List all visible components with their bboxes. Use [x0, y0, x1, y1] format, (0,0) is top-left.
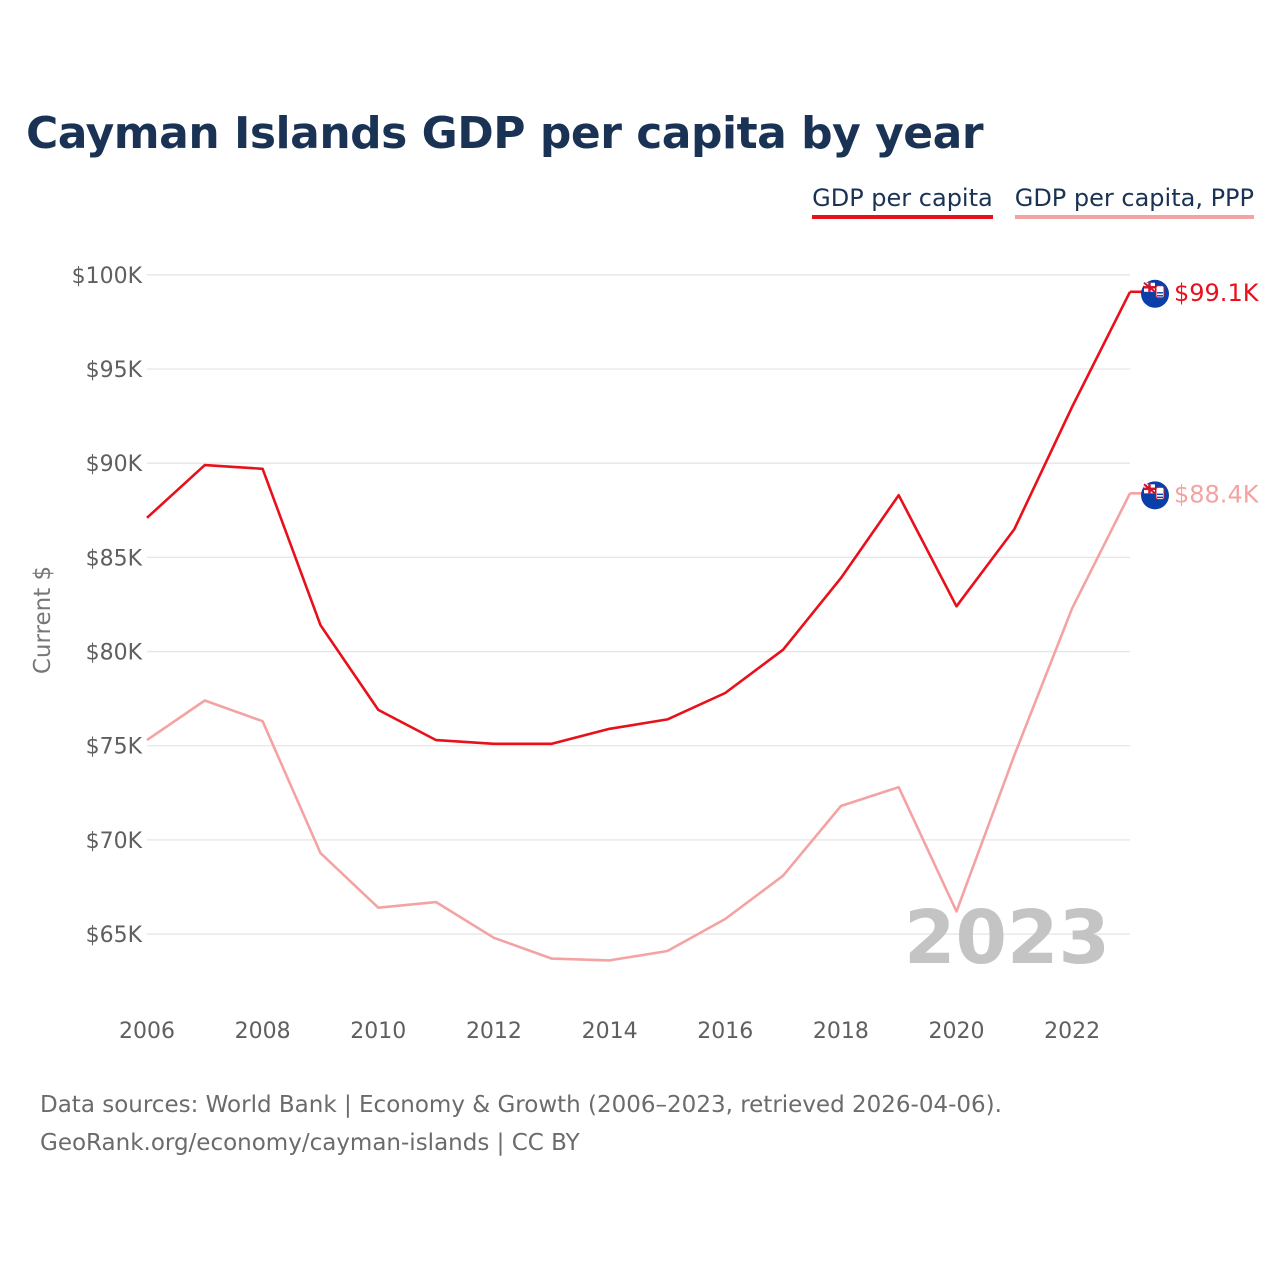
x-tick-label: 2012 [466, 1019, 522, 1044]
footer-source-link[interactable]: GeoRank.org/economy/cayman-islands | CC … [40, 1130, 580, 1156]
end-value-label: $88.4K [1174, 480, 1260, 508]
footer: Data sources: World Bank | Economy & Gro… [40, 1086, 1002, 1162]
x-tick-label: 2018 [813, 1019, 869, 1044]
x-tick-label: 2020 [929, 1019, 985, 1044]
y-tick-label: $90K [86, 452, 143, 477]
cayman-flag-icon [1141, 279, 1169, 308]
chart-title: Cayman Islands GDP per capita by year [26, 108, 984, 159]
x-tick-label: 2014 [582, 1019, 638, 1044]
year-watermark: 2023 [904, 895, 1110, 981]
x-tick-label: 2010 [350, 1019, 406, 1044]
legend-gdp-per-capita[interactable]: GDP per capita [812, 184, 993, 219]
cayman-flag-icon [1141, 481, 1169, 510]
footer-sources: Data sources: World Bank | Economy & Gro… [40, 1092, 1002, 1118]
end-value-label: $99.1K [1174, 279, 1260, 307]
y-tick-label: $65K [86, 923, 143, 948]
x-tick-label: 2022 [1044, 1019, 1100, 1044]
y-tick-label: $80K [86, 641, 143, 666]
x-tick-label: 2016 [697, 1019, 753, 1044]
legend-gdp-per-capita-ppp[interactable]: GDP per capita, PPP [1014, 184, 1254, 219]
chart-legend: GDP per capita GDP per capita, PPP [812, 184, 1254, 219]
grid-lines [147, 274, 1130, 935]
y-tick-label: $95K [86, 358, 143, 383]
end-markers: $99.1K $88.4K [1130, 279, 1260, 510]
x-axis-ticks: 2006 2008 2010 2012 2014 2016 2018 2020 2022 [119, 1019, 1100, 1044]
x-tick-label: 2008 [235, 1019, 291, 1044]
y-axis-ticks: $65K $70K $75K $80K $85K $90K $95K $100K [72, 264, 143, 948]
x-tick-label: 2006 [119, 1019, 175, 1044]
series-line-gdp-per-capita-ppp [146, 492, 1132, 962]
series-lines [146, 291, 1132, 962]
y-tick-label: $100K [72, 264, 143, 289]
y-tick-label: $70K [86, 829, 143, 854]
series-line-gdp-per-capita [146, 291, 1132, 746]
y-tick-label: $85K [86, 546, 143, 571]
y-tick-label: $75K [86, 735, 143, 760]
y-axis-label: Current $ [30, 566, 56, 674]
